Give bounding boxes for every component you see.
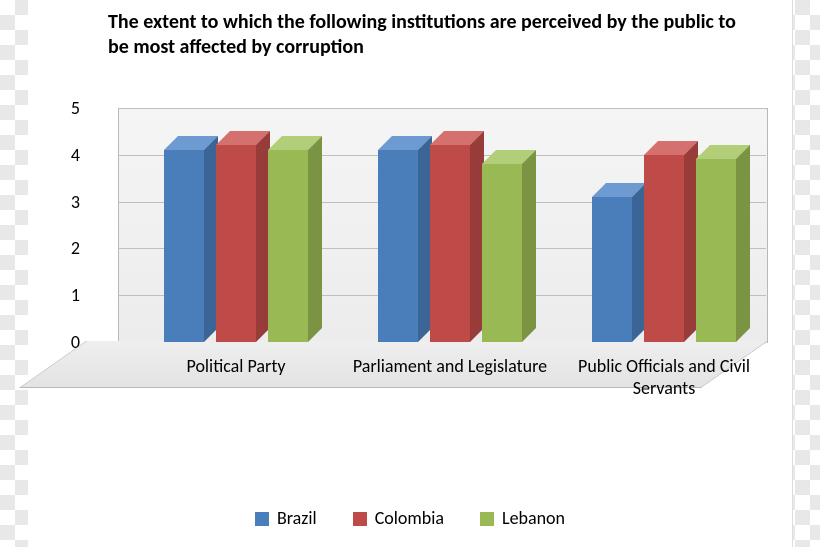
legend-item-brazil: Brazil <box>255 507 317 529</box>
bar-colombia <box>430 145 470 342</box>
legend-swatch <box>353 512 367 526</box>
legend-label: Brazil <box>277 507 317 529</box>
bar-lebanon <box>696 159 736 342</box>
bar-lebanon <box>482 164 522 342</box>
bar-colombia <box>644 155 684 342</box>
legend-swatch <box>480 512 494 526</box>
y-tick-label: 3 <box>40 191 80 213</box>
bar-group: Parliament and Legislature <box>378 108 558 342</box>
legend: Brazil Colombia Lebanon <box>28 507 792 529</box>
y-tick-label: 2 <box>40 237 80 259</box>
x-category-label: Parliament and Legislature <box>350 342 550 378</box>
chart-title: The extent to which the following instit… <box>108 10 748 60</box>
legend-label: Colombia <box>375 507 444 529</box>
bar-brazil <box>378 150 418 342</box>
legend-swatch <box>255 512 269 526</box>
plot-area: 012345 Political PartyParliament and Leg… <box>86 108 766 388</box>
y-tick-label: 5 <box>40 97 80 119</box>
x-category-label: Political Party <box>136 342 336 378</box>
y-tick-label: 4 <box>40 144 80 166</box>
legend-item-colombia: Colombia <box>353 507 444 529</box>
legend-label: Lebanon <box>502 507 565 529</box>
bar-group: Political Party <box>164 108 344 342</box>
bar-brazil <box>164 150 204 342</box>
bar-lebanon <box>268 150 308 342</box>
chart-panel: The extent to which the following instit… <box>28 0 793 547</box>
bar-colombia <box>216 145 256 342</box>
legend-item-lebanon: Lebanon <box>480 507 565 529</box>
x-category-label: Public Officials and Civil Servants <box>564 342 764 399</box>
bar-group: Public Officials and Civil Servants <box>592 108 772 342</box>
y-tick-label: 1 <box>40 284 80 306</box>
bar-brazil <box>592 197 632 342</box>
